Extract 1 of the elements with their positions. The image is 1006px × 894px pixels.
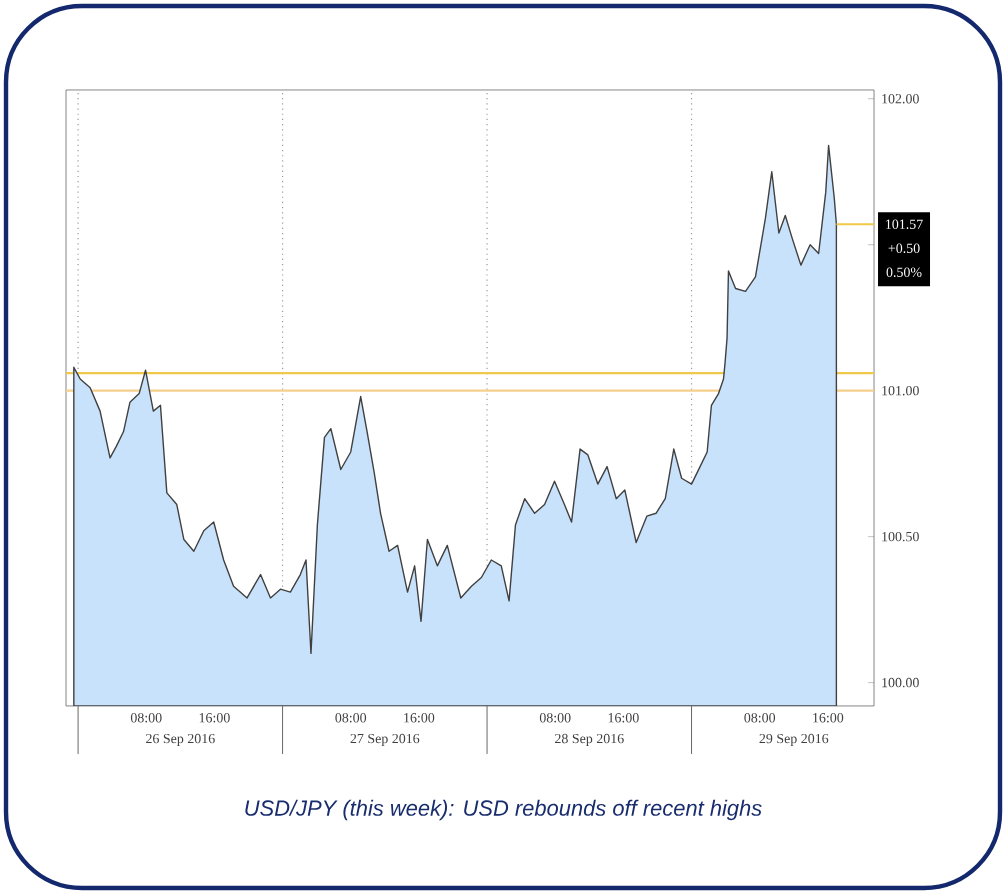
text: USD/JPY (this week): USD rebounds off recent highs — [245, 799, 762, 821]
